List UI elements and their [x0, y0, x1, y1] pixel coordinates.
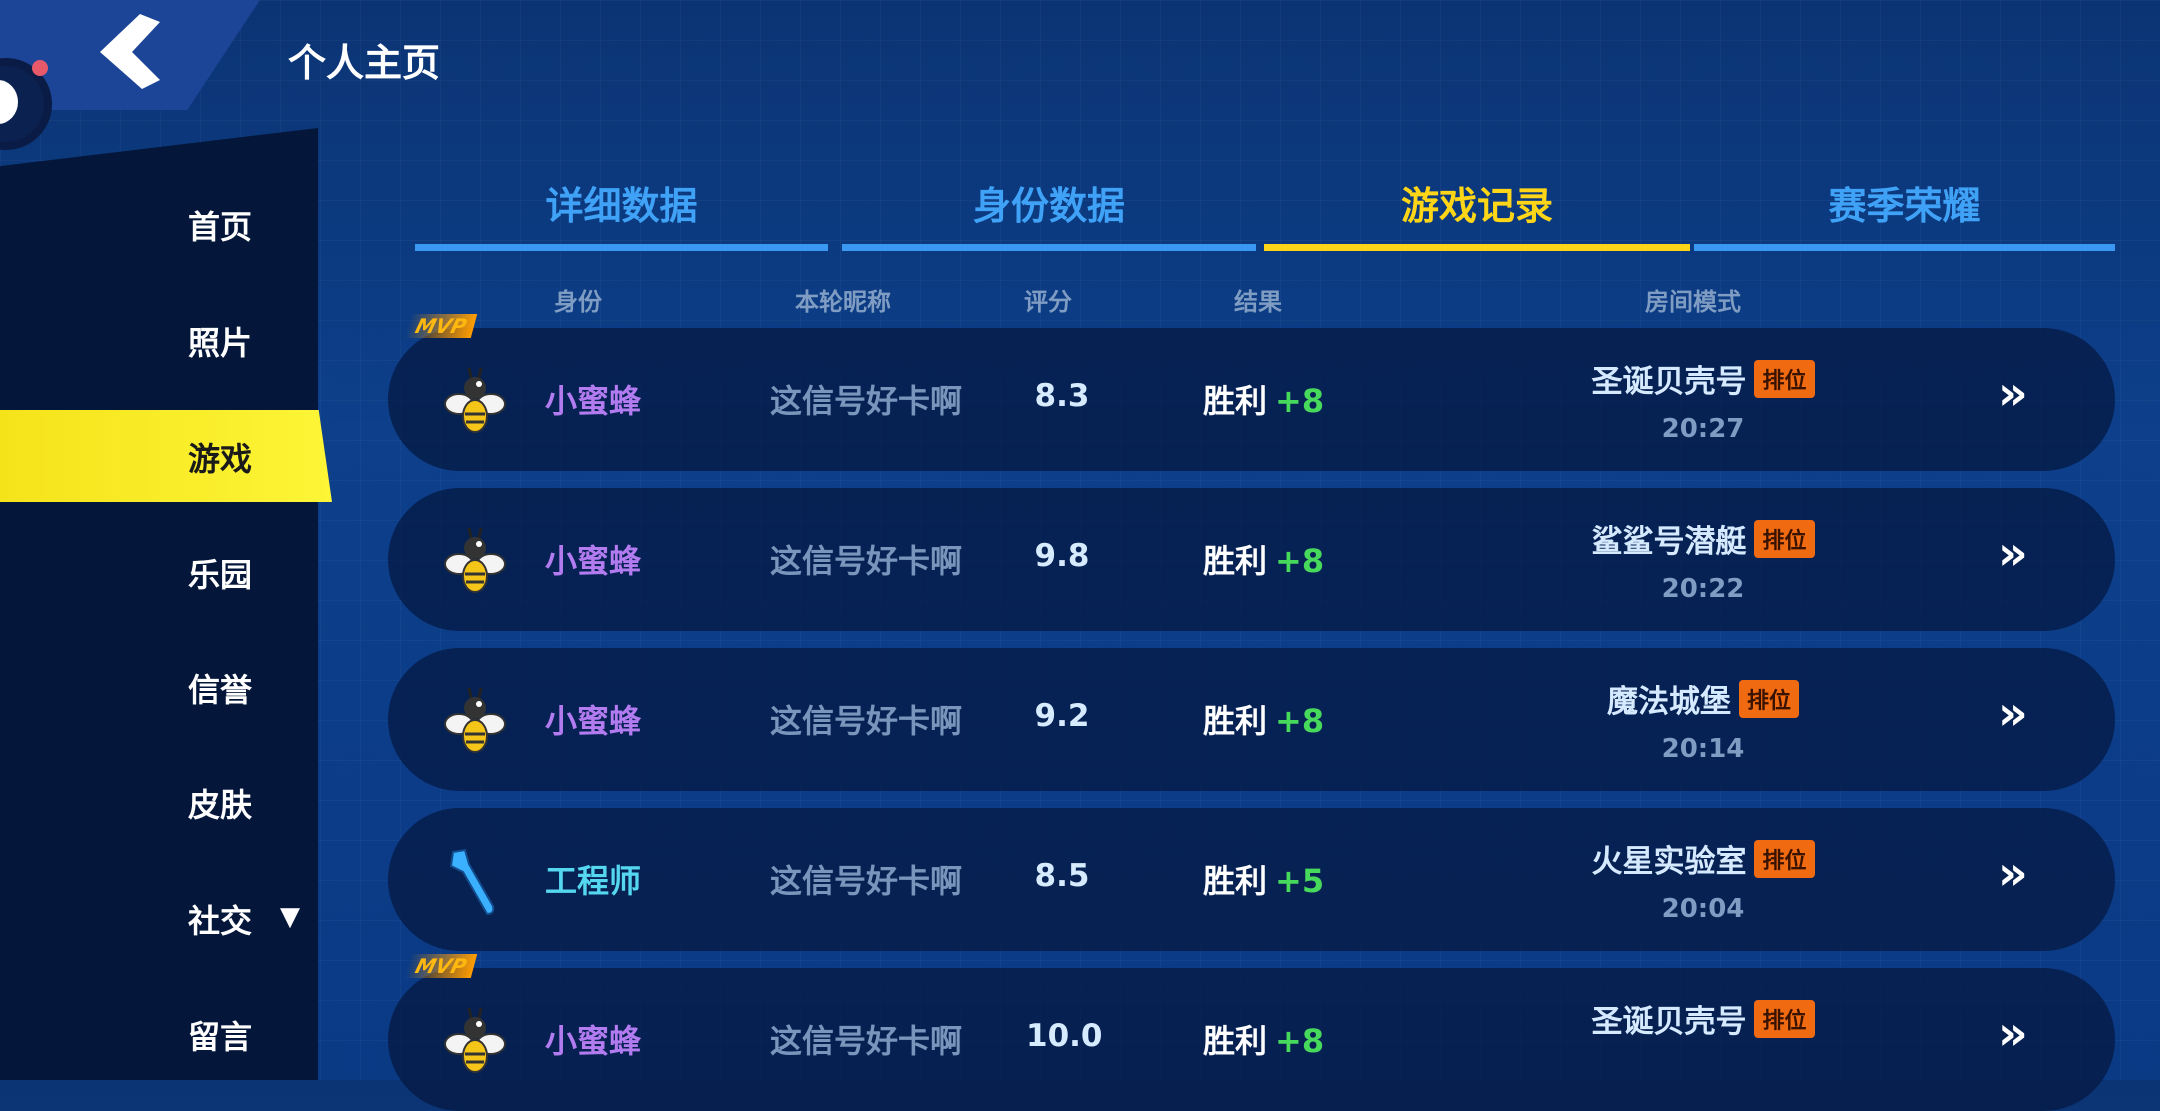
room-name: 鲨鲨号潜艇 [1591, 524, 1747, 560]
role-name: 工程师 [545, 862, 642, 900]
bee-icon [444, 1007, 506, 1073]
ranked-badge: 排位 [1754, 1000, 1815, 1038]
match-time: 20:27 [1661, 414, 1745, 444]
result: 胜利 +8 [1203, 1016, 1324, 1062]
role-name: 小蜜蜂 [545, 542, 642, 580]
score-delta: +8 [1275, 382, 1325, 420]
ranked-badge: 排位 [1754, 520, 1815, 558]
score: 10.0 [1026, 1018, 1103, 1054]
column-header-nickname: 本轮昵称 [795, 288, 891, 316]
record-row[interactable]: MVP 小蜜蜂 这信号好卡啊 8.3 胜利 +8 圣诞贝壳号 排位 20:27 » [388, 314, 2115, 471]
match-time: 20:14 [1661, 734, 1745, 764]
notification-dot [32, 60, 48, 76]
result-text: 胜利 [1203, 542, 1268, 580]
round-nickname: 这信号好卡啊 [770, 702, 963, 740]
tab-underline [1694, 244, 2115, 251]
room-mode: 魔法城堡 排位 [1488, 676, 1918, 721]
mvp-badge: MVP [404, 954, 478, 978]
match-time: 20:04 [1661, 894, 1745, 924]
back-arrow-icon[interactable] [100, 14, 160, 89]
round-nickname: 这信号好卡啊 [770, 1022, 963, 1060]
match-time: 20:22 [1661, 574, 1745, 604]
score: 9.2 [1034, 698, 1090, 734]
expand-down-icon[interactable]: ▼ [280, 902, 300, 932]
score: 8.5 [1034, 858, 1090, 894]
double-chevron-right-icon[interactable]: » [1998, 526, 2028, 580]
sidebar-active-highlight [0, 410, 332, 502]
double-chevron-right-icon[interactable]: » [1998, 846, 2028, 900]
tab-game-records[interactable]: 游戏记录 [1400, 184, 1553, 228]
result-text: 胜利 [1203, 382, 1268, 420]
result-text: 胜利 [1203, 1022, 1268, 1060]
ranked-badge: 排位 [1738, 680, 1799, 718]
bee-icon [444, 367, 506, 433]
role-name: 小蜜蜂 [545, 382, 642, 420]
role-name: 小蜜蜂 [545, 1022, 642, 1060]
record-row[interactable]: 工程师 这信号好卡啊 8.5 胜利 +5 火星实验室 排位 20:04 » [388, 808, 2115, 951]
ranked-badge: 排位 [1754, 840, 1815, 878]
tab-underline-active [1264, 244, 1690, 251]
score: 9.8 [1034, 538, 1090, 574]
room-mode: 鲨鲨号潜艇 排位 [1488, 516, 1918, 561]
column-header-score: 评分 [1024, 288, 1072, 316]
column-header-result: 结果 [1234, 288, 1282, 316]
sidebar-item-park[interactable]: 乐园 [188, 556, 253, 594]
sidebar-item-home[interactable]: 首页 [188, 208, 253, 246]
bee-icon [444, 687, 506, 753]
page-title: 个人主页 [288, 41, 441, 85]
result: 胜利 +8 [1203, 696, 1324, 742]
room-mode: 圣诞贝壳号 排位 [1488, 356, 1918, 401]
column-header-role: 身份 [554, 288, 602, 316]
room-name: 圣诞贝壳号 [1591, 364, 1747, 400]
result-text: 胜利 [1203, 702, 1268, 740]
score-delta: +8 [1275, 1022, 1325, 1060]
double-chevron-right-icon[interactable]: » [1998, 686, 2028, 740]
result: 胜利 +5 [1203, 856, 1324, 902]
wrench-icon [449, 848, 495, 916]
sidebar-item-messages[interactable]: 留言 [188, 1018, 253, 1056]
role-name: 小蜜蜂 [545, 702, 642, 740]
score-delta: +8 [1275, 702, 1325, 740]
tab-detailed-data[interactable]: 详细数据 [545, 184, 698, 228]
room-name: 圣诞贝壳号 [1591, 1004, 1747, 1040]
room-name: 火星实验室 [1591, 844, 1747, 880]
ranked-badge: 排位 [1754, 360, 1815, 398]
tab-underline [415, 244, 828, 251]
bee-icon [444, 527, 506, 593]
round-nickname: 这信号好卡啊 [770, 542, 963, 580]
result: 胜利 +8 [1203, 376, 1324, 422]
result: 胜利 +8 [1203, 536, 1324, 582]
score-delta: +5 [1275, 862, 1325, 900]
double-chevron-right-icon[interactable]: » [1998, 366, 2028, 420]
round-nickname: 这信号好卡啊 [770, 862, 963, 900]
score-delta: +8 [1275, 542, 1325, 580]
room-name: 魔法城堡 [1606, 684, 1731, 720]
sidebar-item-photos[interactable]: 照片 [188, 324, 253, 362]
column-header-room-mode: 房间模式 [1645, 288, 1741, 316]
mvp-badge: MVP [404, 314, 478, 338]
sidebar [0, 128, 318, 1080]
sidebar-item-games[interactable]: 游戏 [188, 440, 253, 478]
double-chevron-right-icon[interactable]: » [1998, 1006, 2028, 1060]
room-mode: 圣诞贝壳号 排位 [1488, 996, 1918, 1041]
record-row[interactable]: MVP 小蜜蜂 这信号好卡啊 10.0 胜利 +8 圣诞贝壳号 排位 » [388, 954, 2115, 1111]
tab-identity-data[interactable]: 身份数据 [972, 184, 1125, 228]
room-mode: 火星实验室 排位 [1488, 836, 1918, 881]
result-text: 胜利 [1203, 862, 1268, 900]
tab-season-honors[interactable]: 赛季荣耀 [1828, 184, 1981, 228]
sidebar-item-reputation[interactable]: 信誉 [188, 671, 253, 709]
score: 8.3 [1034, 378, 1090, 414]
record-row[interactable]: 小蜜蜂 这信号好卡啊 9.8 胜利 +8 鲨鲨号潜艇 排位 20:22 » [388, 488, 2115, 631]
sidebar-item-social[interactable]: 社交 [188, 902, 253, 940]
sidebar-item-skins[interactable]: 皮肤 [188, 786, 253, 824]
round-nickname: 这信号好卡啊 [770, 382, 963, 420]
tab-underline [842, 244, 1256, 251]
record-row[interactable]: 小蜜蜂 这信号好卡啊 9.2 胜利 +8 魔法城堡 排位 20:14 » [388, 648, 2115, 791]
